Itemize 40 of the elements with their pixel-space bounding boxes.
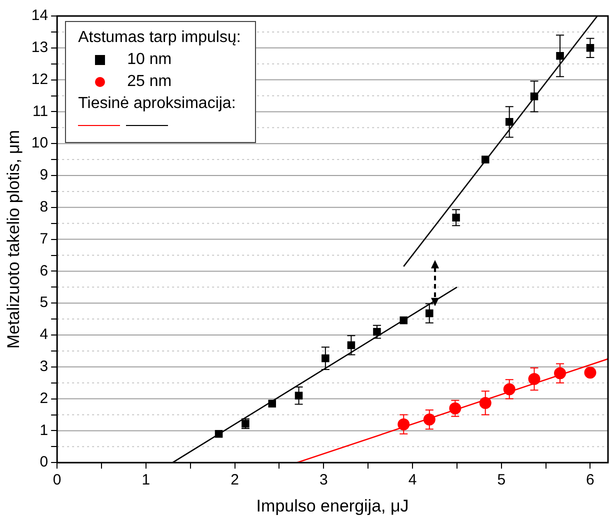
y-tick-label: 13: [31, 39, 48, 56]
y-tick-label: 3: [40, 358, 48, 376]
point: [554, 367, 566, 380]
point: [528, 373, 540, 386]
annotation: Tiesinė aproksimacija:: [78, 95, 236, 112]
x-tick-label: 2: [230, 472, 239, 489]
point: [398, 418, 410, 430]
point: [505, 118, 514, 126]
y-tick-label: 8: [40, 198, 48, 216]
point: [400, 316, 408, 324]
x-tick-label: 0: [52, 472, 62, 489]
x-tick-label: 6: [586, 472, 594, 489]
x-axis-title: Impulso energija, μJ: [256, 496, 409, 516]
y-tick-label: 7: [40, 230, 48, 248]
y-tick-label: 11: [32, 102, 48, 120]
y-tick-label: 5: [40, 294, 48, 312]
y-tick-label: 1: [40, 422, 48, 439]
legend-label: 25 nm: [127, 73, 172, 90]
y-tick-label: 12: [31, 70, 48, 88]
y-tick-label: 9: [40, 166, 48, 184]
point: [449, 402, 462, 414]
point: [214, 430, 223, 438]
point: [584, 366, 596, 379]
point: [556, 52, 564, 60]
y-tick-label: 2: [40, 390, 48, 407]
legend-title: Atstumas tarp impulsų:: [78, 29, 241, 46]
y-tick-label: 0: [40, 454, 48, 471]
y-tick-label: 4: [40, 326, 48, 344]
legend-label: 10 nm: [127, 51, 172, 68]
x-tick-label: 3: [319, 472, 328, 489]
x-tick-label: 5: [497, 472, 506, 489]
y-tick-label: 10: [31, 134, 48, 152]
y-axis-title: Metalizuoto takelio plotis, μm: [4, 130, 23, 349]
point: [268, 400, 276, 408]
point: [481, 156, 490, 164]
x-tick-label: 4: [408, 472, 417, 489]
x-tick-label: 1: [142, 472, 150, 489]
y-tick-label: 6: [40, 262, 48, 280]
point: [452, 214, 460, 222]
y-tick-label: 14: [31, 7, 48, 24]
